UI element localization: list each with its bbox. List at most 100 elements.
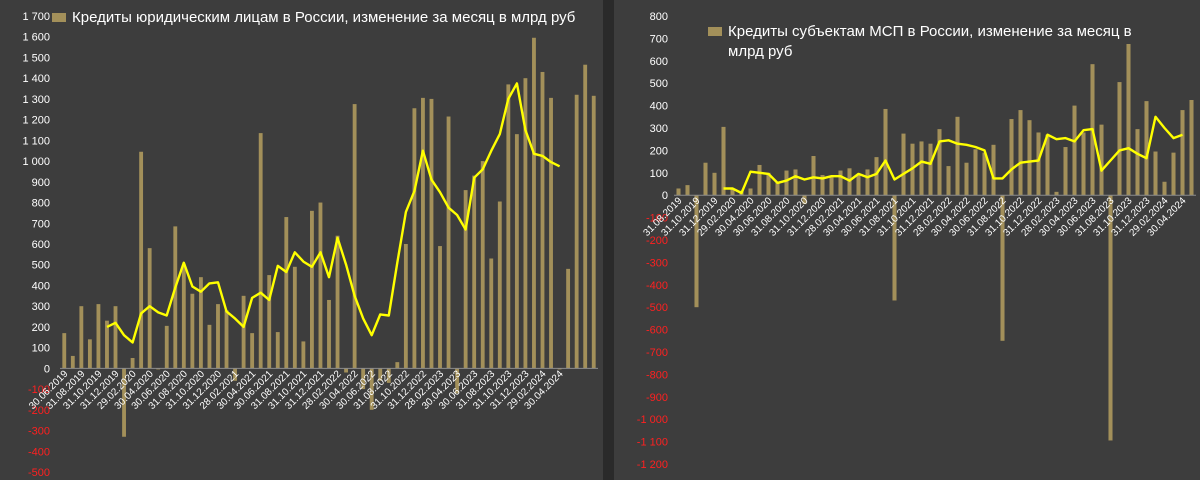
bar <box>766 172 771 196</box>
bar <box>964 162 969 196</box>
bar <box>309 210 314 369</box>
bar <box>757 164 762 196</box>
bar <box>557 368 562 370</box>
bar <box>856 175 861 196</box>
bar <box>284 217 289 369</box>
bar <box>62 333 67 369</box>
y-tick-label: 1 200 <box>22 115 50 127</box>
bar <box>506 84 511 369</box>
y-tick-label: -800 <box>646 369 668 381</box>
bar <box>1036 132 1041 196</box>
y-tick-label: 700 <box>650 33 668 45</box>
bar <box>147 248 152 369</box>
bar <box>113 306 118 369</box>
bar <box>292 266 297 369</box>
bar <box>1126 44 1131 196</box>
bar <box>472 175 477 369</box>
bar <box>318 202 323 369</box>
y-tick-label: 300 <box>32 301 50 313</box>
chart-panel-sme-loans: -1 200 -1 100 -1 000 -900 -800 -700 -600 -500 -4… <box>614 0 1200 480</box>
bar <box>421 97 425 369</box>
bar <box>838 170 843 196</box>
bar <box>685 185 690 196</box>
bar <box>574 94 579 369</box>
y-tick-label: 600 <box>32 239 50 251</box>
bar <box>438 246 442 369</box>
bar <box>190 293 195 369</box>
bar <box>919 141 924 196</box>
y-tick-label: 800 <box>650 11 668 23</box>
bar <box>811 156 816 196</box>
bar <box>1081 132 1086 196</box>
bar <box>566 268 571 369</box>
bar <box>489 258 494 369</box>
bar <box>540 71 545 369</box>
y-tick-label: 1 100 <box>22 135 50 147</box>
bar <box>730 188 735 196</box>
bar <box>1018 110 1023 196</box>
bar <box>164 325 169 369</box>
y-tick-label: 200 <box>32 322 50 334</box>
y-tick-label: -500 <box>28 467 50 479</box>
bar <box>480 161 485 369</box>
y-tick-label: 600 <box>650 56 668 68</box>
average-line <box>723 115 1183 195</box>
bar <box>198 277 203 369</box>
y-tick-label: -300 <box>28 426 50 438</box>
bar <box>1009 119 1014 196</box>
bar <box>139 151 144 369</box>
y-tick-label: -1 100 <box>637 437 668 449</box>
bar <box>523 78 528 369</box>
bar <box>829 177 834 196</box>
bar <box>130 358 135 369</box>
chart-corporate-loans: -500 -400 -300 -200 -100 0 100 200 300 400 500 600 7… <box>22 11 598 479</box>
bar <box>395 362 400 369</box>
bar <box>344 368 349 373</box>
bar <box>446 116 451 369</box>
bar <box>267 275 272 369</box>
bar <box>775 181 780 196</box>
bar <box>301 341 306 369</box>
bar <box>181 264 186 369</box>
bar <box>1063 147 1068 196</box>
bar <box>955 116 960 196</box>
bar <box>352 104 357 369</box>
y-tick-label: -1 000 <box>637 414 668 426</box>
bar <box>173 226 178 369</box>
bar <box>676 188 681 196</box>
bar <box>497 201 502 369</box>
y-tick-label: 1 000 <box>22 156 50 168</box>
y-tick-label: -200 <box>646 235 668 247</box>
bar <box>1072 105 1077 196</box>
y-tick-label: -1 200 <box>637 459 668 471</box>
bar <box>105 320 109 369</box>
bar <box>156 368 161 370</box>
bar <box>991 144 996 196</box>
bar <box>207 324 212 369</box>
bar <box>250 333 255 369</box>
y-tick-label: 700 <box>32 218 50 230</box>
bar <box>973 149 978 196</box>
bar <box>865 169 870 196</box>
chart-panel-corporate-loans: -500 -400 -300 -200 -100 0 100 200 300 400 500 600 7… <box>0 0 603 480</box>
bar <box>1171 152 1176 196</box>
bar <box>361 368 366 390</box>
bar <box>258 133 263 369</box>
bar <box>721 126 726 196</box>
bar <box>514 134 519 369</box>
bar <box>216 304 220 369</box>
bar <box>1099 124 1104 196</box>
bar <box>1153 151 1158 196</box>
bar <box>1144 101 1149 196</box>
y-tick-label: 900 <box>32 177 50 189</box>
bar <box>802 195 807 205</box>
bar <box>275 332 280 369</box>
y-tick-label: 0 <box>662 190 668 202</box>
bar <box>429 98 434 369</box>
y-tick-label: -400 <box>646 280 668 292</box>
bar <box>694 195 699 308</box>
y-tick-label: 1 400 <box>22 73 50 85</box>
bar <box>1117 82 1122 196</box>
y-tick-label: 400 <box>650 101 668 113</box>
bar <box>1162 181 1167 196</box>
